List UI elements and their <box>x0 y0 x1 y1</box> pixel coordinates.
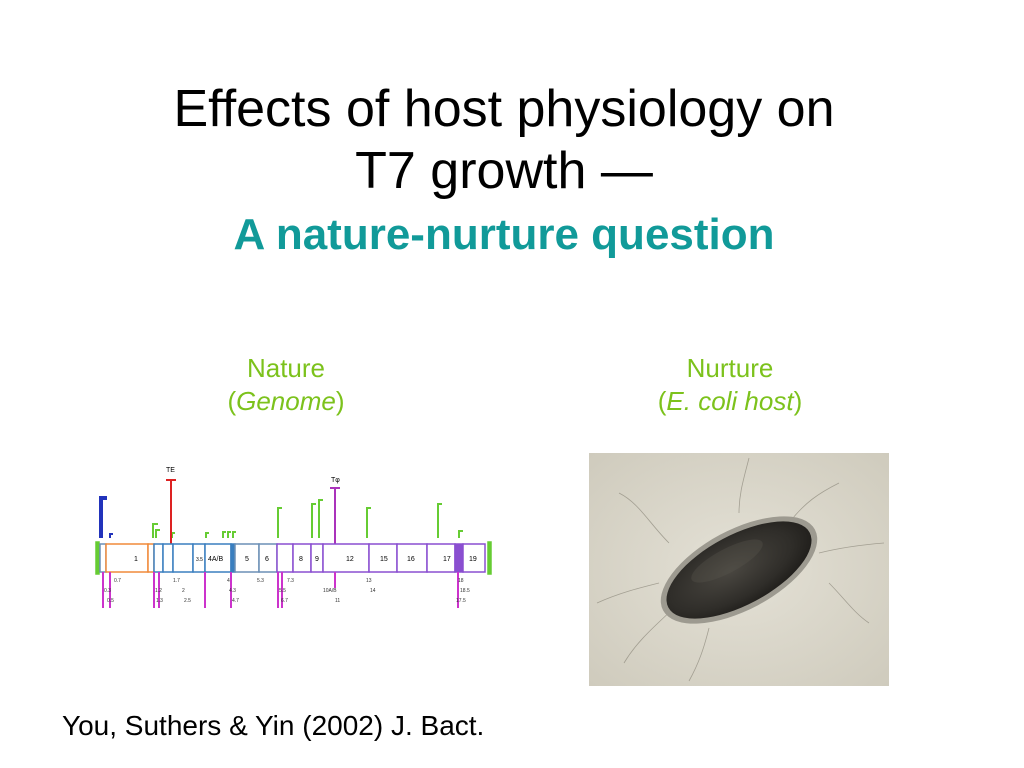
gene-label: 19 <box>469 556 477 563</box>
nature-sublabel-line: (Genome) <box>186 385 386 418</box>
gene-label: 16 <box>407 556 415 563</box>
title-line-1: Effects of host physiology on <box>173 80 835 138</box>
gene-label: 12 <box>346 556 354 563</box>
sub-label: 1.7 <box>173 578 180 584</box>
paren-close: ) <box>335 386 345 416</box>
sub-label: 14 <box>370 588 376 594</box>
genome-bar <box>95 541 492 575</box>
sub-label: 17.5 <box>456 598 466 604</box>
paren-close: ) <box>793 386 803 416</box>
gene-label: 5 <box>245 556 249 563</box>
sub-label: 2 <box>182 588 185 594</box>
sub-label: 18 <box>458 578 464 584</box>
sub-label: 13 <box>366 578 372 584</box>
paren-open: ( <box>227 386 237 416</box>
host-label: E. coli host <box>666 386 794 416</box>
gene-sublabels: 0.7 1.7 4 5.3 7.3 13 18 0.3 1.2 2 4.3 5.… <box>104 578 470 604</box>
sub-label: 1.2 <box>155 588 162 594</box>
gene-label: 1 <box>134 556 138 563</box>
sub-label: 4.3 <box>229 588 236 594</box>
sub-label: 0.3 <box>104 588 111 594</box>
nurture-sublabel-line: (E. coli host) <box>630 385 830 418</box>
sub-label: 18.5 <box>460 588 470 594</box>
gene-label: 6 <box>265 556 269 563</box>
gene-label: 17 <box>443 556 451 563</box>
te-marker-label: TE <box>166 467 175 474</box>
nature-heading: Nature (Genome) <box>186 352 386 418</box>
paren-open: ( <box>657 386 667 416</box>
sub-label: 6.7 <box>281 598 288 604</box>
gene-label: 3.5 <box>196 557 203 563</box>
nurture-label: Nurture <box>686 353 774 383</box>
sub-label: 1.3 <box>156 598 163 604</box>
promoter-markers <box>99 479 463 544</box>
nurture-heading: Nurture (E. coli host) <box>630 352 830 418</box>
gene-label: 9 <box>315 556 319 563</box>
slide-title: Effects of host physiology on T7 growth … <box>0 78 1008 268</box>
sub-label: 0.7 <box>114 578 121 584</box>
ecoli-micrograph <box>589 453 889 686</box>
sub-label: 4 <box>227 578 230 584</box>
sub-label: 4.7 <box>232 598 239 604</box>
genome-label: Genome <box>236 386 336 416</box>
sub-label: 10A/B <box>323 588 337 594</box>
sub-label: 2.5 <box>184 598 191 604</box>
terminator-drops <box>102 572 459 608</box>
title-subtitle: A nature-nurture question <box>233 210 775 259</box>
sub-label: 5.3 <box>257 578 264 584</box>
gene-label: 4A/B <box>208 556 224 563</box>
gene-label: 15 <box>380 556 388 563</box>
sub-label: 11 <box>335 598 340 604</box>
gene-label: 8 <box>299 556 303 563</box>
t7-genome-map: TE Tφ 1 3.5 4A/B 5 6 8 9 12 15 16 <box>95 467 492 608</box>
gene-labels: 1 3.5 4A/B 5 6 8 9 12 15 16 17 19 <box>134 556 477 563</box>
nature-label: Nature <box>246 353 326 383</box>
title-line-2: T7 growth — <box>355 142 653 200</box>
sub-label: 5.5 <box>279 588 286 594</box>
sub-label: 0.5 <box>107 598 114 604</box>
sub-label: 7.3 <box>287 578 294 584</box>
citation: You, Suthers & Yin (2002) J. Bact. <box>62 710 485 741</box>
tphi-marker-label: Tφ <box>331 477 340 484</box>
